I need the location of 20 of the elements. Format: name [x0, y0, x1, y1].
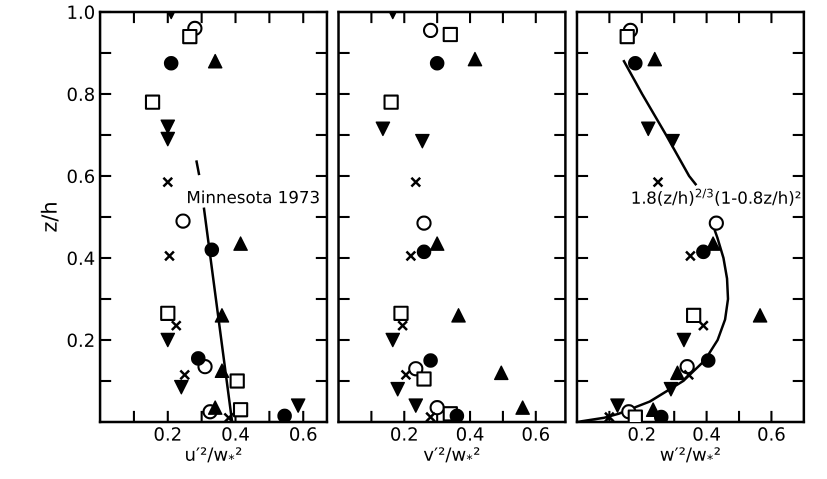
x-tick-label: 0.4 — [456, 427, 484, 441]
x-tick-label: 0.2 — [391, 427, 417, 441]
annotation: 1.8(z/h)$^{2/3}$(1-0.8z/h)² — [632, 188, 800, 206]
x-axis-title: w′²/w$_{*}$² — [660, 447, 720, 462]
y-axis-title: z/h — [40, 203, 59, 232]
x-axis-title: v′²/w$_{*}$² — [424, 447, 480, 462]
annotation: Minnesota 1973 — [188, 190, 319, 204]
y-tick-label: 0.2 — [68, 333, 94, 348]
y-tick-label: 0.6 — [68, 169, 94, 184]
x-tick-label: 0.6 — [522, 427, 550, 441]
y-tick-label: 0.8 — [68, 87, 94, 102]
x-tick-label: 0.4 — [222, 427, 249, 441]
x-tick-label: 0.2 — [154, 427, 180, 441]
y-tick-label: 1.0 — [68, 5, 94, 20]
y-tick-label: 0.4 — [68, 251, 94, 266]
x-tick-label: 0.4 — [693, 427, 720, 441]
x-tick-label: 0.2 — [628, 427, 654, 441]
x-axis-title: u′²/w$_{*}$² — [186, 447, 242, 462]
x-tick-label: 0.6 — [290, 427, 316, 441]
x-tick-label: 0.6 — [758, 427, 785, 441]
